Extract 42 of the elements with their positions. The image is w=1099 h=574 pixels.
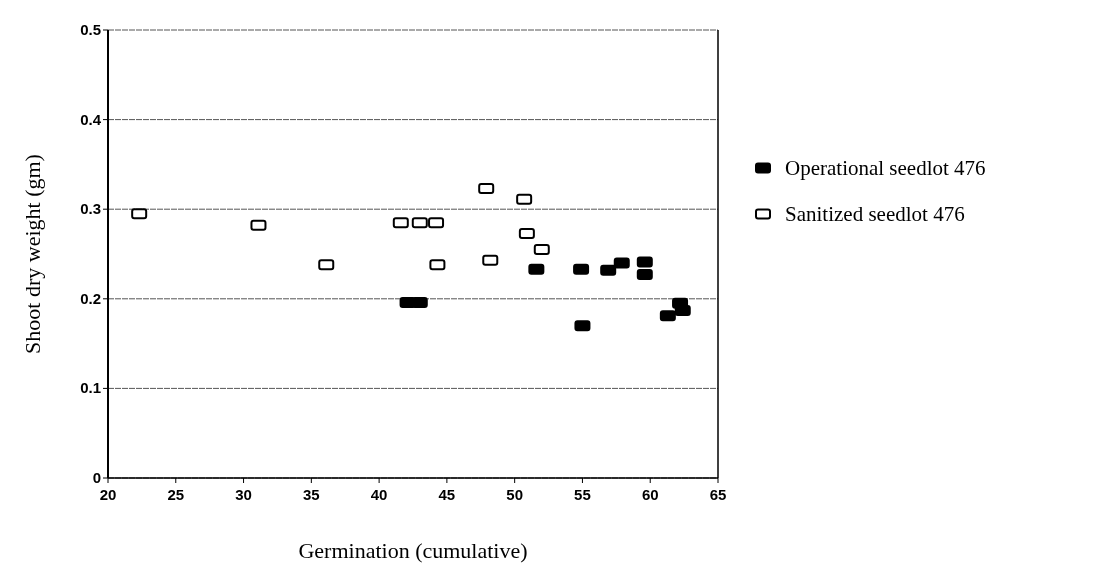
legend-label: Sanitized seedlot 476 xyxy=(785,202,965,226)
x-tick-label: 30 xyxy=(235,486,252,503)
point xyxy=(574,320,591,332)
x-tick-label: 60 xyxy=(641,486,659,503)
y-tick-label: 0.1 xyxy=(80,379,101,397)
x-tick-label: 25 xyxy=(167,486,185,503)
point xyxy=(482,254,499,266)
point xyxy=(518,227,535,239)
x-tick-label: 55 xyxy=(574,486,591,503)
point xyxy=(318,259,335,271)
x-tick-label: 35 xyxy=(302,486,320,503)
point xyxy=(411,296,428,308)
x-tick-label: 65 xyxy=(709,486,727,503)
point xyxy=(528,263,545,275)
y-tick-label: 0.3 xyxy=(80,200,101,218)
y-tick-label: 0.5 xyxy=(80,21,101,38)
legend-label: Operational seedlot 476 xyxy=(785,156,986,180)
point xyxy=(674,304,691,316)
x-tick-label: 45 xyxy=(438,486,456,503)
point xyxy=(613,257,630,269)
y-tick-label: 0.2 xyxy=(80,289,101,307)
y-tick-label: 0 xyxy=(92,469,101,486)
point xyxy=(131,208,148,220)
point xyxy=(636,256,653,268)
x-tick-label: 20 xyxy=(99,486,117,503)
point xyxy=(516,193,533,205)
point xyxy=(636,269,653,281)
x-tick-label: 50 xyxy=(506,486,524,503)
point xyxy=(392,217,409,229)
point xyxy=(429,259,446,271)
x-axis-title: Germination (cumulative) xyxy=(298,538,528,563)
point xyxy=(411,217,428,229)
point xyxy=(600,264,617,276)
point xyxy=(573,263,590,275)
y-axis-title: Shoot dry weight (gm) xyxy=(20,154,45,354)
point xyxy=(533,244,550,256)
point xyxy=(659,310,676,322)
y-tick-label: 0.4 xyxy=(80,110,102,128)
point xyxy=(478,183,495,195)
point xyxy=(428,217,445,229)
point xyxy=(250,219,267,231)
x-tick-label: 40 xyxy=(370,486,388,503)
